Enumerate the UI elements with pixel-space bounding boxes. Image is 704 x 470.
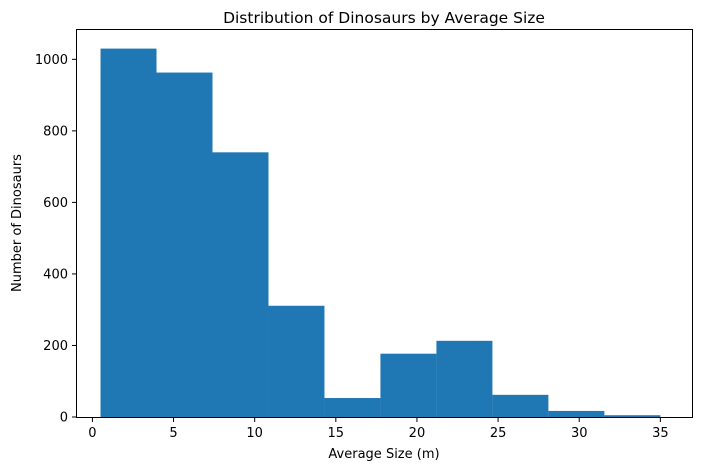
x-tick-label: 0 xyxy=(88,426,96,441)
x-axis-title: Average Size (m) xyxy=(328,447,439,462)
bars-group xyxy=(100,48,661,418)
x-tick-label: 35 xyxy=(652,426,669,441)
x-tick-label: 30 xyxy=(571,426,588,441)
x-axis: 0 5 10 15 20 25 30 35 xyxy=(88,417,669,441)
y-tick-label: 600 xyxy=(43,196,68,211)
histogram-bar-8 xyxy=(492,394,549,417)
histogram-bar-4 xyxy=(268,305,325,417)
y-tick-label: 200 xyxy=(43,339,68,354)
y-axis-title: Number of Dinosaurs xyxy=(10,154,25,292)
y-tick-label: 400 xyxy=(43,267,68,282)
histogram-bar-10 xyxy=(604,415,661,417)
x-tick-label: 10 xyxy=(246,426,263,441)
x-tick-label: 15 xyxy=(328,426,345,441)
y-tick-label: 1000 xyxy=(35,53,68,68)
histogram-bar-9 xyxy=(548,410,605,417)
histogram-bar-3 xyxy=(212,152,269,417)
plot-frame xyxy=(76,29,693,418)
y-axis: 0 200 400 600 800 1000 xyxy=(35,53,77,426)
x-tick-label: 5 xyxy=(169,426,177,441)
histogram-bar-1 xyxy=(100,48,157,418)
x-tick-label: 25 xyxy=(490,426,507,441)
y-tick-label: 800 xyxy=(43,124,68,139)
histogram-bar-6 xyxy=(380,353,437,417)
histogram-bar-5 xyxy=(324,398,381,417)
histogram-bar-7 xyxy=(436,340,493,417)
x-tick-label: 20 xyxy=(409,426,426,441)
y-tick-label: 0 xyxy=(60,411,68,426)
chart-title: Distribution of Dinosaurs by Average Siz… xyxy=(223,9,545,27)
histogram-bar-2 xyxy=(156,72,213,418)
